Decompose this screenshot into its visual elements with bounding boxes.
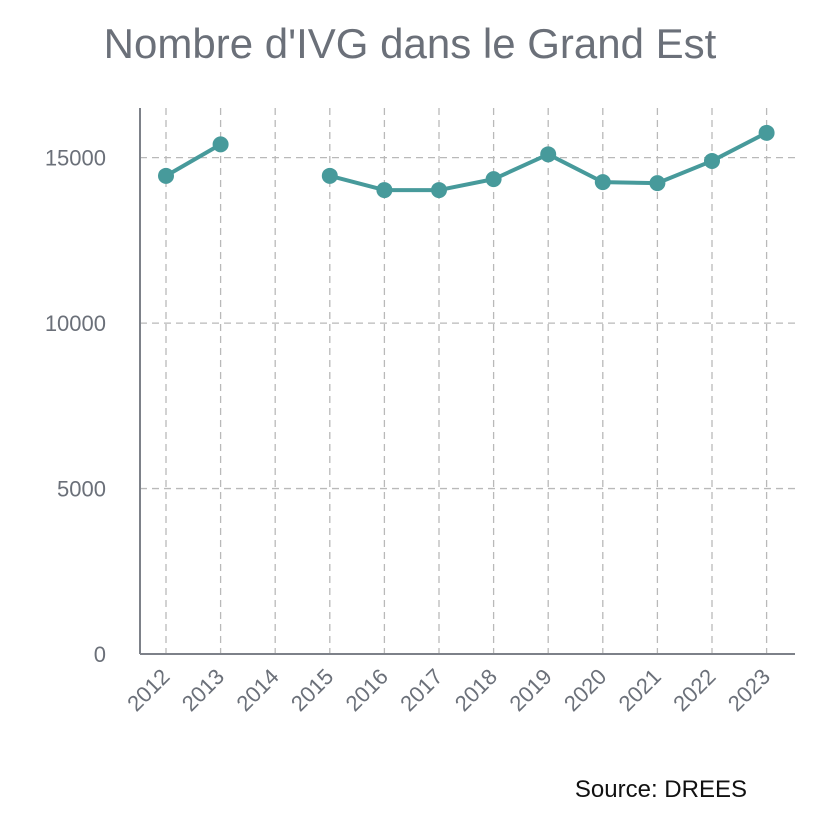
y-tick-label: 15000	[45, 146, 106, 171]
data-series	[158, 124, 775, 199]
x-tick-label: 2017	[395, 664, 447, 716]
y-tick-label: 5000	[57, 477, 106, 502]
y-tick-label: 0	[94, 642, 106, 667]
data-point	[704, 152, 720, 169]
y-tick-label: 10000	[45, 311, 106, 336]
y-tick-labels: 0 5000 10000 15000	[45, 146, 106, 667]
grid-lines	[140, 108, 795, 654]
data-point	[594, 174, 611, 191]
axes	[139, 108, 795, 655]
x-tick-label: 2020	[559, 664, 611, 716]
data-point	[649, 175, 666, 192]
data-point	[540, 146, 557, 163]
x-tick-labels: 2012 2013 2014 2015 2016 2017 2018 2019 2020 2021…	[122, 664, 775, 716]
data-point	[158, 167, 174, 184]
data-point	[212, 136, 229, 153]
x-tick-label: 2019	[504, 664, 556, 716]
x-tick-label: 2013	[177, 664, 229, 716]
series-line	[165, 142, 222, 178]
data-point	[758, 124, 775, 141]
x-tick-label: 2014	[231, 664, 283, 716]
x-tick-label: 2021	[614, 664, 666, 716]
x-tick-label: 2022	[668, 664, 720, 716]
source-note: Source: DREES	[575, 776, 747, 803]
data-point	[376, 182, 393, 199]
x-tick-label: 2018	[450, 664, 502, 716]
x-tick-label: 2023	[723, 664, 775, 716]
data-point	[485, 171, 502, 188]
chart-title: Nombre d'IVG dans le Grand Est	[104, 20, 717, 67]
data-point	[431, 182, 447, 199]
x-tick-label: 2016	[341, 664, 393, 716]
x-tick-label: 2012	[122, 664, 174, 716]
data-point	[321, 167, 338, 184]
x-tick-label: 2015	[286, 664, 338, 716]
